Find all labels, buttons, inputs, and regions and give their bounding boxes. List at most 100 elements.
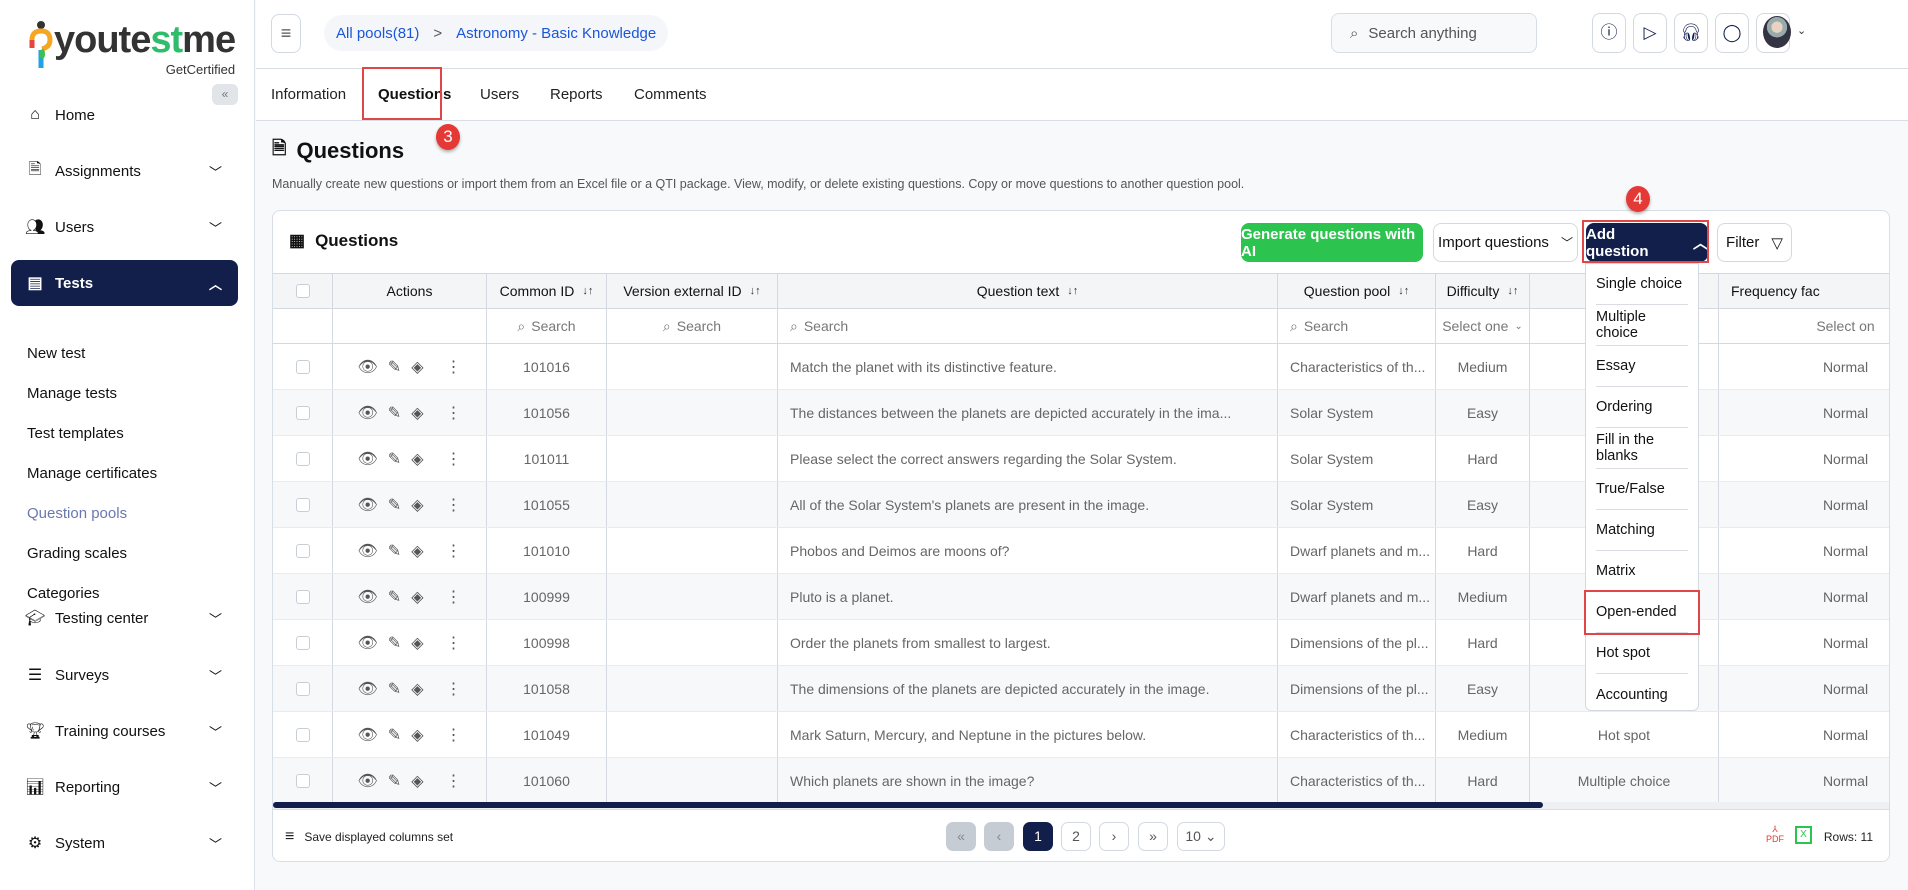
dropdown-item-single-choice[interactable]: Single choice bbox=[1596, 264, 1688, 305]
page-1-button[interactable]: 1 bbox=[1023, 822, 1053, 851]
more-icon[interactable]: ⋮ bbox=[445, 588, 462, 606]
row-checkbox[interactable] bbox=[295, 405, 310, 420]
prev-page-button[interactable]: ‹ bbox=[984, 822, 1014, 851]
frequency-select[interactable]: Select on bbox=[1719, 309, 1889, 343]
view-icon[interactable]: 👁︎ bbox=[357, 588, 378, 606]
global-search-input[interactable]: ⌕ Search anything bbox=[1331, 13, 1537, 53]
view-icon[interactable]: 👁︎ bbox=[357, 450, 378, 468]
column-header[interactable] bbox=[1530, 274, 1719, 308]
chevron-down-icon[interactable]: ⌄ bbox=[1797, 25, 1807, 37]
dropdown-item-essay[interactable]: Essay bbox=[1596, 346, 1688, 387]
column-header[interactable]: Common ID ↓↑ bbox=[487, 274, 607, 308]
first-page-button[interactable]: « bbox=[946, 822, 976, 851]
more-icon[interactable]: ⋮ bbox=[445, 404, 462, 422]
column-header[interactable]: Difficulty ↓↑ bbox=[1436, 274, 1530, 308]
dropdown-item-matching[interactable]: Matching bbox=[1596, 510, 1688, 551]
play-button[interactable]: ▷ bbox=[1633, 13, 1667, 53]
support-button[interactable]: 🎧︎ bbox=[1674, 13, 1708, 53]
edit-icon[interactable]: ✎ bbox=[387, 588, 402, 606]
view-icon[interactable]: 👁︎ bbox=[357, 404, 378, 422]
last-page-button[interactable]: » bbox=[1138, 822, 1168, 851]
sidebar-item-reporting[interactable]: 📊︎ Reporting ﹀ bbox=[11, 764, 238, 810]
more-icon[interactable]: ⋮ bbox=[445, 680, 462, 698]
layers-icon[interactable]: ◈ bbox=[411, 680, 424, 698]
collapse-sidebar-button[interactable]: « bbox=[212, 84, 238, 105]
more-icon[interactable]: ⋮ bbox=[445, 450, 462, 468]
sidebar-subitem-question-pools[interactable]: Question pools bbox=[27, 505, 128, 522]
filter-button[interactable]: Filter ▽ bbox=[1717, 223, 1792, 262]
sidebar-item-surveys[interactable]: ☰ Surveys ﹀ bbox=[11, 652, 238, 698]
edit-icon[interactable]: ✎ bbox=[387, 680, 402, 698]
row-checkbox[interactable] bbox=[295, 543, 310, 558]
tab-users[interactable]: Users bbox=[480, 86, 520, 103]
column-search-input[interactable]: ⌕ Search bbox=[607, 309, 778, 343]
save-columns-button[interactable]: ≡ Save displayed columns set bbox=[285, 828, 454, 845]
dropdown-item-hot-spot[interactable]: Hot spot bbox=[1596, 633, 1688, 674]
tab-information[interactable]: Information bbox=[271, 86, 347, 103]
more-icon[interactable]: ⋮ bbox=[445, 358, 462, 376]
dropdown-item-multiple-choice[interactable]: Multiple choice bbox=[1596, 305, 1688, 346]
layers-icon[interactable]: ◈ bbox=[411, 634, 424, 652]
tab-questions[interactable]: Questions bbox=[378, 86, 452, 103]
excel-export-icon[interactable]: X bbox=[1795, 826, 1812, 844]
avatar[interactable] bbox=[1763, 16, 1791, 48]
layers-icon[interactable]: ◈ bbox=[411, 542, 424, 560]
page-2-button[interactable]: 2 bbox=[1061, 822, 1091, 851]
add-question-button[interactable]: Add question ︿ bbox=[1586, 223, 1708, 262]
column-search-input[interactable]: ⌕ Search bbox=[487, 309, 607, 343]
sidebar-subitem-manage-certificates[interactable]: Manage certificates bbox=[27, 465, 158, 482]
chat-button[interactable]: ◯ bbox=[1715, 13, 1749, 53]
view-icon[interactable]: 👁︎ bbox=[357, 496, 378, 514]
row-checkbox[interactable] bbox=[295, 727, 310, 742]
column-search-input[interactable]: ⌕ Search bbox=[1278, 309, 1436, 343]
sidebar-item-system[interactable]: ⚙ System ﹀ bbox=[11, 820, 238, 866]
layers-icon[interactable]: ◈ bbox=[411, 404, 424, 422]
table-row[interactable]: 👁︎ ✎ ◈ ⋮ 101060 Which planets are shown in th… bbox=[273, 758, 1889, 804]
table-row[interactable]: 👁︎ ✎ ◈ ⋮ 101011 Please select the correct ans… bbox=[273, 436, 1889, 482]
tab-comments[interactable]: Comments bbox=[634, 86, 707, 103]
sidebar-item-training-courses[interactable]: 🏆︎ Training courses ﹀ bbox=[11, 708, 238, 754]
dropdown-item-fill-in-the-blanks[interactable]: Fill in the blanks bbox=[1596, 428, 1688, 469]
row-checkbox[interactable] bbox=[295, 497, 310, 512]
column-header[interactable]: Version external ID ↓↑ bbox=[607, 274, 778, 308]
sidebar-item-tests[interactable]: ▤ Tests ︿ bbox=[11, 260, 238, 306]
tab-reports[interactable]: Reports bbox=[550, 86, 603, 103]
menu-button[interactable]: ≡ bbox=[271, 14, 301, 53]
more-icon[interactable]: ⋮ bbox=[445, 496, 462, 514]
header-checkbox[interactable] bbox=[273, 274, 333, 308]
horizontal-scrollbar[interactable] bbox=[273, 802, 1543, 808]
layers-icon[interactable]: ◈ bbox=[411, 588, 424, 606]
view-icon[interactable]: 👁︎ bbox=[357, 358, 378, 376]
edit-icon[interactable]: ✎ bbox=[387, 726, 402, 744]
row-checkbox[interactable] bbox=[295, 451, 310, 466]
layers-icon[interactable]: ◈ bbox=[411, 358, 424, 376]
dropdown-item-ordering[interactable]: Ordering bbox=[1596, 387, 1688, 428]
edit-icon[interactable]: ✎ bbox=[387, 634, 402, 652]
edit-icon[interactable]: ✎ bbox=[387, 404, 402, 422]
column-search-input[interactable]: ⌕ Search bbox=[778, 309, 1278, 343]
breadcrumb-current-pool[interactable]: Astronomy - Basic Knowledge bbox=[456, 24, 657, 42]
sidebar-subitem-new-test[interactable]: New test bbox=[27, 345, 86, 362]
row-checkbox[interactable] bbox=[295, 635, 310, 650]
more-icon[interactable]: ⋮ bbox=[445, 542, 462, 560]
layers-icon[interactable]: ◈ bbox=[411, 496, 424, 514]
column-header[interactable]: Actions bbox=[333, 274, 487, 308]
sidebar-item-users[interactable]: 👥︎ Users ﹀ bbox=[11, 204, 238, 250]
breadcrumb-all-pools[interactable]: All pools(81) bbox=[336, 24, 420, 42]
sidebar-item-testing-center[interactable]: 🎓︎ Testing center ﹀ bbox=[11, 595, 238, 641]
view-icon[interactable]: 👁︎ bbox=[357, 772, 378, 790]
dropdown-item-accounting[interactable]: Accounting bbox=[1596, 686, 1668, 703]
edit-icon[interactable]: ✎ bbox=[387, 358, 402, 376]
view-icon[interactable]: 👁︎ bbox=[357, 542, 378, 560]
dropdown-item-matrix[interactable]: Matrix bbox=[1596, 551, 1688, 592]
column-header[interactable]: Question pool ↓↑ bbox=[1278, 274, 1436, 308]
page-size-select[interactable]: 10 ⌄ bbox=[1177, 822, 1225, 851]
sidebar-subitem-test-templates[interactable]: Test templates bbox=[27, 425, 124, 442]
dropdown-item-open-ended[interactable]: Open-ended bbox=[1596, 592, 1688, 633]
edit-icon[interactable]: ✎ bbox=[387, 772, 402, 790]
next-page-button[interactable]: › bbox=[1099, 822, 1129, 851]
row-checkbox[interactable] bbox=[295, 359, 310, 374]
column-header[interactable]: Question text ↓↑ bbox=[778, 274, 1278, 308]
edit-icon[interactable]: ✎ bbox=[387, 542, 402, 560]
row-checkbox[interactable] bbox=[295, 589, 310, 604]
